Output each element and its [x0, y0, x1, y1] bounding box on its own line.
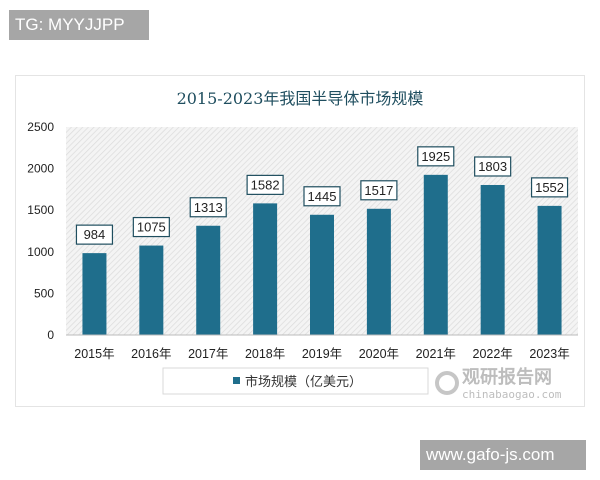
data-label-box: [303, 186, 341, 207]
data-label: 1075: [137, 220, 166, 235]
data-label: 1445: [308, 189, 337, 204]
y-tick-label: 2000: [27, 162, 54, 176]
data-label: 1925: [421, 149, 450, 164]
data-label: 984: [84, 227, 106, 242]
legend-label: 市场规模（亿美元）: [245, 374, 362, 390]
x-tick-label: 2019年: [302, 347, 342, 361]
data-label-box: [530, 177, 569, 198]
x-tick-label: 2018年: [245, 347, 285, 361]
data-label-box: [75, 224, 114, 245]
bar: [423, 174, 448, 335]
y-tick-label: 2500: [27, 120, 54, 134]
x-tick-label: 2022年: [473, 347, 513, 361]
y-tick-label: 1500: [27, 203, 54, 217]
bar: [537, 205, 562, 335]
legend: 市场规模（亿美元）: [162, 367, 429, 395]
bar: [310, 214, 334, 335]
data-label-box: [132, 216, 170, 238]
watermark-domain: chinabaogao.com: [462, 388, 562, 401]
chart-title: 2015-2023年我国半导体市场规模: [177, 89, 424, 108]
x-tick-label: 2016年: [131, 347, 171, 361]
data-label: 1313: [194, 200, 223, 215]
y-tick-label: 1000: [27, 245, 54, 259]
y-tick-label: 0: [47, 328, 54, 342]
data-label-box: [360, 180, 398, 201]
data-label: 1517: [364, 183, 393, 198]
data-label-box: [189, 197, 227, 218]
bar: [253, 203, 278, 335]
bar: [82, 253, 107, 335]
watermark-logo: 观研报告网 chinabaogao.com: [435, 366, 562, 401]
bar: [480, 184, 505, 335]
bar: [366, 208, 391, 335]
y-tick-label: 500: [34, 286, 54, 300]
bar: [139, 245, 164, 335]
x-tick-label: 2017年: [188, 347, 228, 361]
data-label-box: [474, 156, 512, 177]
data-label: 1582: [251, 177, 280, 192]
legend-swatch: [233, 377, 240, 384]
x-tick-label: 2015年: [74, 347, 114, 361]
x-tick-label: 2020年: [359, 347, 399, 361]
tg-badge: TG: MYYJJPP: [9, 10, 149, 40]
data-label-box: [246, 174, 284, 195]
bar: [196, 225, 221, 335]
data-label-box: [417, 146, 455, 167]
x-tick-label: 2023年: [529, 347, 569, 361]
watermark-name: 观研报告网: [462, 366, 552, 388]
data-label: 1552: [535, 180, 564, 195]
x-tick-label: 2021年: [416, 347, 456, 361]
url-badge: www.gafo-js.com: [420, 440, 586, 470]
data-label: 1803: [478, 159, 507, 174]
